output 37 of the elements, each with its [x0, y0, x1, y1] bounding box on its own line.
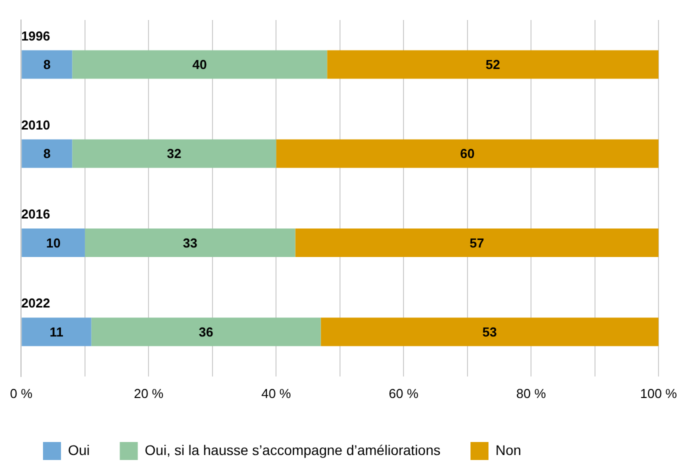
data-label: 11: [50, 324, 64, 340]
bar: [276, 139, 659, 168]
bar: [72, 139, 276, 168]
legend-label: Non: [495, 442, 522, 458]
y-tick-label: 2010: [21, 117, 50, 132]
x-tick-label: 40 %: [261, 386, 292, 401]
data-label: 53: [482, 324, 497, 340]
bar: [327, 50, 659, 79]
bar: [320, 318, 659, 346]
data-label: 60: [460, 146, 475, 162]
bar: [22, 318, 92, 346]
data-label: 57: [470, 235, 484, 250]
bar: [91, 318, 321, 346]
legend-label: Oui, si la hausse s’accompagne d’améliorations: [144, 442, 441, 458]
data-label: 33: [182, 235, 198, 250]
bar: [22, 228, 85, 258]
legend-label: Oui: [68, 442, 90, 458]
x-tick-label: 80 %: [516, 386, 546, 401]
data-label: 8: [43, 57, 51, 72]
data-label: 32: [166, 146, 182, 162]
bar: [72, 50, 328, 79]
bar: [84, 228, 296, 258]
y-tick-label: 2022: [21, 296, 50, 311]
x-tick-label: 0 %: [10, 386, 33, 401]
data-label: 40: [192, 57, 207, 72]
data-label: 10: [46, 235, 61, 250]
bar: [22, 50, 72, 79]
bar: [22, 139, 72, 168]
x-tick-label: 100 %: [640, 386, 678, 401]
data-label: 8: [43, 146, 51, 162]
y-tick-label: 2016: [21, 206, 50, 222]
x-tick-label: 60 %: [388, 386, 419, 401]
data-label: 36: [198, 324, 214, 340]
data-label: 52: [486, 57, 500, 72]
y-tick-label: 1996: [21, 28, 50, 44]
bar: [295, 228, 659, 258]
x-tick-label: 20 %: [134, 386, 164, 401]
